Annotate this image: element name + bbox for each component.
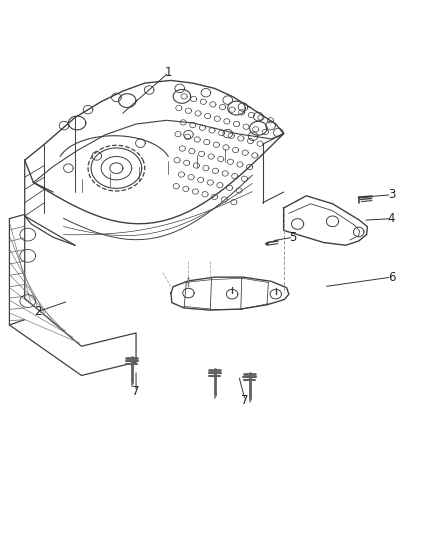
Text: 5: 5 [290, 231, 297, 244]
Text: 6: 6 [388, 271, 395, 284]
Text: 3: 3 [388, 188, 395, 201]
Text: 4: 4 [388, 212, 395, 225]
Text: 7: 7 [132, 385, 140, 398]
Text: 7: 7 [241, 394, 249, 407]
Text: 1: 1 [165, 66, 173, 79]
Text: 2: 2 [34, 305, 42, 318]
